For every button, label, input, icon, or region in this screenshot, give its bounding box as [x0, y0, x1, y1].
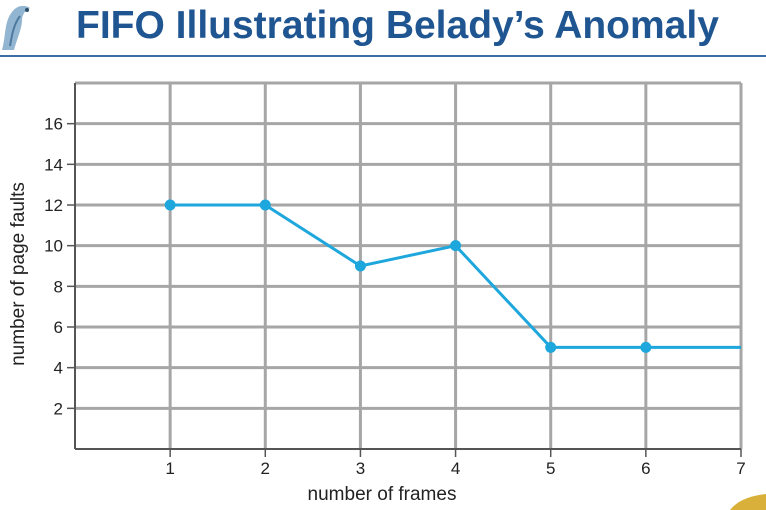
y-tick-label: 6: [54, 318, 63, 337]
y-tick-label: 8: [54, 277, 63, 296]
x-tick-label: 4: [451, 459, 460, 478]
data-point: [450, 240, 462, 252]
data-point: [164, 199, 176, 211]
data-point: [640, 341, 652, 353]
x-tick-label: 1: [165, 459, 174, 478]
y-tick-label: 14: [44, 155, 63, 174]
y-axis-title: number of page faults: [8, 182, 29, 366]
title-divider: [0, 55, 766, 57]
x-axis-title: number of frames: [308, 484, 457, 505]
data-point: [354, 260, 366, 272]
y-tick-label: 4: [54, 359, 63, 378]
x-tick-label: 6: [641, 459, 650, 478]
y-tick-label: 2: [54, 399, 63, 418]
x-tick-label: 3: [356, 459, 365, 478]
y-tick-label: 16: [44, 115, 63, 134]
data-point: [545, 341, 557, 353]
dinosaur-logo-icon: [2, 5, 30, 50]
data-point: [259, 199, 271, 211]
page-title: FIFO Illustrating Belady’s Anomaly: [76, 4, 719, 47]
y-tick-label: 10: [44, 237, 63, 256]
x-tick-label: 2: [261, 459, 270, 478]
corner-logo-icon: [730, 494, 766, 510]
x-tick-label: 7: [736, 459, 745, 478]
y-tick-label: 12: [44, 196, 63, 215]
x-tick-label: 5: [546, 459, 555, 478]
